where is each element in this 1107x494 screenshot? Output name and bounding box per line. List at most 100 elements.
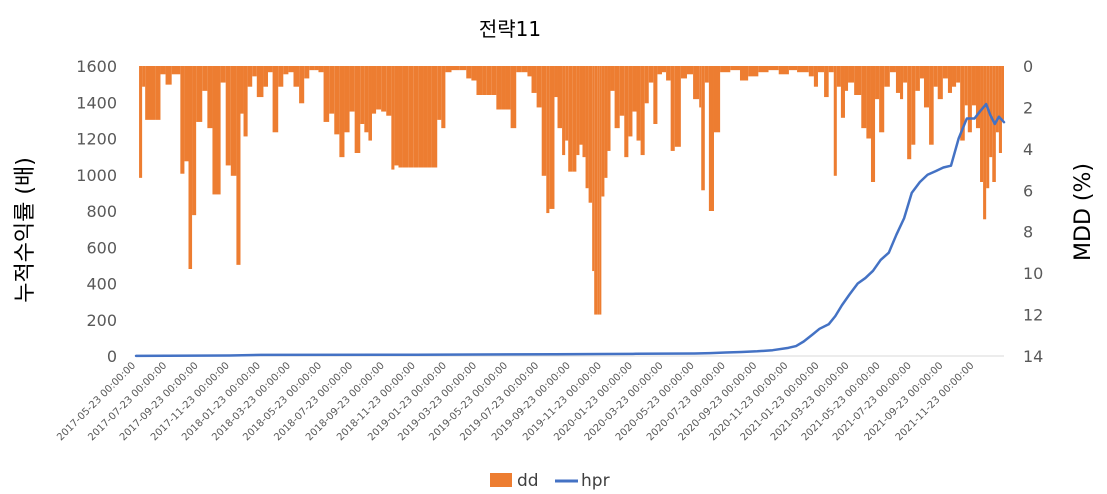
dd-bar (680, 66, 687, 79)
y-tick-left-2: 400 (86, 275, 117, 294)
dd-bar (427, 66, 432, 168)
dd-bar (995, 66, 999, 133)
dd-bar (521, 66, 528, 73)
dd-bar (288, 66, 294, 73)
y-tick-left-7: 1400 (76, 93, 117, 112)
dd-bar (230, 66, 237, 176)
dd-bar (314, 66, 319, 71)
dd-bar (989, 66, 993, 158)
dd-bar (184, 66, 189, 162)
dd-bar (471, 66, 477, 81)
dd-bar (579, 66, 583, 145)
dd-bar (889, 66, 896, 73)
dd-bar (900, 66, 904, 100)
dd-bar (983, 66, 987, 220)
y-tick-left-6: 1200 (76, 130, 117, 149)
y-tick-right-6: 12 (1023, 306, 1043, 325)
dd-bar (879, 66, 885, 133)
dd-bar (657, 66, 662, 75)
dd-bar (160, 66, 166, 75)
dd-bar (252, 66, 257, 77)
legend-dd-swatch (490, 473, 512, 487)
dd-bar (501, 66, 506, 110)
y-tick-left-8: 1600 (76, 57, 117, 76)
dd-bar (445, 66, 452, 73)
dd-bar (592, 66, 595, 272)
dd-bar (699, 66, 702, 108)
dd-bar (644, 66, 649, 104)
dd-bar (986, 66, 990, 189)
dd-bar (386, 66, 392, 116)
dd-bar (907, 66, 912, 160)
dd-bar (293, 66, 300, 87)
dd-bar (628, 66, 633, 137)
dd-bar (441, 66, 446, 129)
y-tick-right-2: 4 (1023, 140, 1033, 159)
dd-bar (903, 66, 908, 83)
left-axis-ticks: 0 200 400 600 800 1000 1200 1400 1600 (76, 57, 117, 366)
dd-bar (797, 66, 809, 73)
right-axis-ticks: 0 2 4 6 8 10 12 14 (1023, 57, 1043, 366)
dd-bar (188, 66, 193, 269)
dd-bar (491, 66, 497, 95)
dd-bar (510, 66, 517, 129)
dd-bar (1001, 66, 1004, 120)
dd-bar (299, 66, 305, 104)
dd-bar (225, 66, 231, 166)
dd-bar (730, 66, 740, 71)
dd-bar (565, 66, 569, 141)
y-tick-left-1: 200 (86, 311, 117, 330)
dd-bar (653, 66, 658, 124)
dd-bar (788, 66, 798, 71)
dd-bar (758, 66, 769, 73)
dd-bar (139, 66, 143, 178)
dd-bar (648, 66, 654, 83)
dd-bar (686, 66, 694, 75)
dd-bar (554, 66, 558, 98)
chart-title: 전략11 (479, 17, 541, 41)
dd-bar (870, 66, 876, 182)
legend-dd-label: dd (517, 471, 539, 491)
dd-bar (942, 66, 948, 79)
dd-bar (964, 66, 968, 106)
dd-bar (597, 66, 600, 315)
dd-bar (817, 66, 825, 73)
y-tick-right-5: 10 (1023, 264, 1043, 283)
dd-bar (915, 66, 920, 91)
dd-bar (693, 66, 700, 100)
dd-bar (739, 66, 749, 81)
dd-bar (505, 66, 511, 110)
dd-bar (256, 66, 264, 98)
dd-bar (413, 66, 419, 168)
dd-bar (582, 66, 586, 158)
dd-bar (670, 66, 675, 151)
dd-bar (323, 66, 330, 122)
dd-bar (601, 66, 605, 197)
dd-bar (704, 66, 709, 83)
y-tick-right-1: 2 (1023, 98, 1033, 117)
dd-bar (278, 66, 284, 87)
dd-bar (708, 66, 714, 211)
dd-bar (614, 66, 620, 129)
dd-bar (329, 66, 335, 114)
dd-bar (937, 66, 943, 100)
dd-bar (933, 66, 938, 87)
dd-bar (546, 66, 550, 214)
dd-bar (720, 66, 731, 73)
dd-bar (376, 66, 382, 110)
dd-bar (844, 66, 849, 91)
legend: dd hpr (490, 471, 610, 491)
dd-bar (562, 66, 566, 156)
dd-bar (572, 66, 577, 172)
dd-bar (813, 66, 818, 87)
dd-bar (309, 66, 315, 71)
dd-bar (247, 66, 253, 87)
dd-bar (212, 66, 221, 195)
dd-bar (998, 66, 1002, 153)
dd-bar (272, 66, 279, 133)
dd-bar (196, 66, 203, 122)
dd-bar (632, 66, 637, 112)
dd-bar (394, 66, 399, 166)
